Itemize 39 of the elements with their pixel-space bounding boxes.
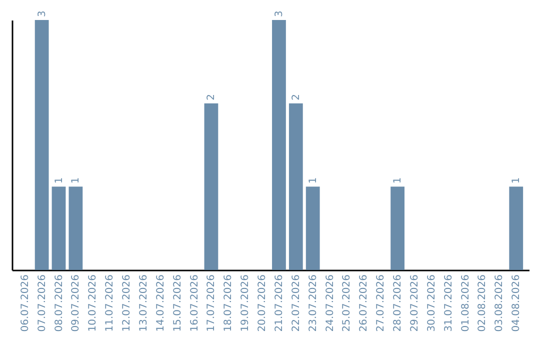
data-label: 3 xyxy=(36,10,48,17)
data-label: 1 xyxy=(54,177,65,184)
data-label: 2 xyxy=(206,94,218,100)
x-tick-label: 24.07.2026 xyxy=(324,274,336,332)
x-tick-label: 25.07.2026 xyxy=(342,274,353,332)
x-tick-label: 16.07.2026 xyxy=(189,274,200,332)
x-tick-label: 07.07.2026 xyxy=(36,274,48,332)
data-label: 1 xyxy=(511,177,522,184)
x-tick-label: 22.07.2026 xyxy=(290,274,302,332)
x-tick-label: 30.07.2026 xyxy=(426,274,438,332)
x-tick-label: 13.07.2026 xyxy=(138,274,150,332)
data-label: 1 xyxy=(70,177,82,184)
data-label: 1 xyxy=(392,177,404,184)
x-tick-label: 23.07.2026 xyxy=(308,274,319,332)
x-tick-label: 15.07.2026 xyxy=(172,274,184,332)
x-tick-label: 21.07.2026 xyxy=(274,274,285,332)
x-tick-label: 06.07.2026 xyxy=(20,274,31,332)
x-tick-label: 17.07.2026 xyxy=(206,274,218,332)
x-tick-label: 11.07.2026 xyxy=(104,274,116,332)
x-tick-label: 20.07.2026 xyxy=(257,274,268,332)
x-tick-label: 26.07.2026 xyxy=(358,274,370,332)
x-tick-label: 10.07.2026 xyxy=(88,274,99,332)
x-tick-label: 29.07.2026 xyxy=(409,274,420,332)
x-tick-label: 14.07.2026 xyxy=(155,274,166,332)
x-tick-label: 08.07.2026 xyxy=(54,274,65,332)
x-tick-label: 27.07.2026 xyxy=(376,274,387,332)
data-label: 3 xyxy=(274,10,285,17)
data-label: 2 xyxy=(290,94,302,100)
x-tick-label: 01.08.2026 xyxy=(460,274,472,332)
x-tick-label: 18.07.2026 xyxy=(223,274,234,332)
x-tick-label: 19.07.2026 xyxy=(240,274,252,332)
x-tick-label: 12.07.2026 xyxy=(122,274,133,332)
x-tick-label: 09.07.2026 xyxy=(70,274,82,332)
x-tick-label: 02.08.2026 xyxy=(477,274,488,332)
x-tick-label: 28.07.2026 xyxy=(392,274,404,332)
x-tick-label: 04.08.2026 xyxy=(511,274,522,332)
x-tick-label: 31.07.2026 xyxy=(443,274,454,332)
x-tick-label: 03.08.2026 xyxy=(494,274,506,332)
data-label: 1 xyxy=(308,177,319,184)
